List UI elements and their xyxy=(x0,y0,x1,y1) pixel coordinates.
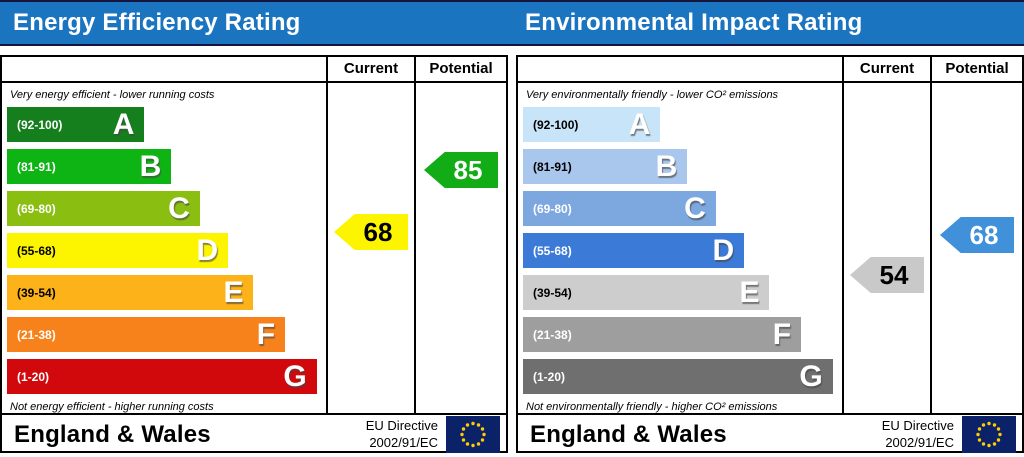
band-letter: D xyxy=(196,234,219,267)
band-f: (21-38) F xyxy=(7,317,286,352)
potential-column-header: Potential xyxy=(930,57,1022,83)
band-a: (92-100) A xyxy=(7,107,145,142)
band-row-e: (39-54) E xyxy=(7,275,323,310)
band-row-f: (21-38) F xyxy=(7,317,323,352)
band-range: (81-91) xyxy=(533,159,572,174)
band-letter: F xyxy=(772,318,792,351)
eu-directive-line2: 2002/91/EC xyxy=(369,434,438,450)
band-range: (1-20) xyxy=(17,369,50,384)
band-range: (69-80) xyxy=(533,201,572,216)
band-letter: G xyxy=(283,360,307,393)
title-band: Energy Efficiency Rating Environmental I… xyxy=(0,0,1024,46)
band-b: (81-91) B xyxy=(7,149,172,184)
band-letter: E xyxy=(223,276,244,309)
band-range: (55-68) xyxy=(533,243,572,258)
energy-efficiency-panel: Current Potential Very energy efficient … xyxy=(0,55,508,453)
band-row-b: (81-91) B xyxy=(7,149,323,184)
band-row-a: (92-100) A xyxy=(523,107,839,142)
band-d: (55-68) D xyxy=(7,233,229,268)
region-label: England & Wales xyxy=(530,420,727,448)
band-e: (39-54) E xyxy=(523,275,770,310)
current-column-header: Current xyxy=(842,57,930,83)
band-range: (39-54) xyxy=(17,285,56,300)
top-note: Very energy efficient - lower running co… xyxy=(10,89,215,101)
header-spacer xyxy=(518,57,842,83)
band-g: (1-20) G xyxy=(7,359,317,394)
band-letter: G xyxy=(799,360,823,393)
eu-directive-label: EU Directive 2002/91/EC xyxy=(366,418,438,452)
band-row-f: (21-38) F xyxy=(523,317,839,352)
region-label: England & Wales xyxy=(14,420,211,448)
rating-panels: Current Potential Very energy efficient … xyxy=(0,55,1024,453)
eu-directive-label: EU Directive 2002/91/EC xyxy=(882,418,954,452)
band-row-a: (92-100) A xyxy=(7,107,323,142)
eu-directive-line1: EU Directive xyxy=(365,417,438,433)
environmental-rating-scale: Very environmentally friendly - lower CO… xyxy=(518,83,842,413)
band-row-d: (55-68) D xyxy=(523,233,839,268)
eu-flag-icon xyxy=(446,416,500,453)
band-letter: B xyxy=(139,150,162,183)
band-row-g: (1-20) G xyxy=(7,359,323,394)
header-spacer xyxy=(2,57,326,83)
band-g: (1-20) G xyxy=(523,359,833,394)
band-d: (55-68) D xyxy=(523,233,745,268)
current-value-cell: 68 xyxy=(326,83,414,413)
band-range: (69-80) xyxy=(17,201,56,216)
band-letter: D xyxy=(712,234,735,267)
band-row-d: (55-68) D xyxy=(7,233,323,268)
band-row-b: (81-91) B xyxy=(523,149,839,184)
potential-column-header: Potential xyxy=(414,57,506,83)
current-rating-value: 68 xyxy=(363,216,393,247)
band-row-g: (1-20) G xyxy=(523,359,839,394)
band-a: (92-100) A xyxy=(523,107,661,142)
potential-value-cell: 85 xyxy=(414,83,506,413)
panel-footer: England & Wales EU Directive 2002/91/EC xyxy=(518,413,1022,454)
panel-footer: England & Wales EU Directive 2002/91/EC xyxy=(2,413,506,454)
band-e: (39-54) E xyxy=(7,275,254,310)
potential-rating-arrow: 85 xyxy=(424,152,498,188)
current-value-cell: 54 xyxy=(842,83,930,413)
band-b: (81-91) B xyxy=(523,149,688,184)
eu-directive-line1: EU Directive xyxy=(881,417,954,433)
band-row-c: (69-80) C xyxy=(523,191,839,226)
environmental-impact-title: Environmental Impact Rating xyxy=(525,9,863,36)
band-letter: A xyxy=(112,108,135,141)
band-range: (81-91) xyxy=(17,159,56,174)
current-column-header: Current xyxy=(326,57,414,83)
band-range: (92-100) xyxy=(533,117,579,132)
current-rating-value: 54 xyxy=(879,259,909,290)
bottom-note: Not environmentally friendly - higher CO… xyxy=(526,401,778,413)
potential-rating-arrow: 68 xyxy=(940,217,1014,253)
current-rating-arrow: 68 xyxy=(334,214,408,250)
band-c: (69-80) C xyxy=(7,191,200,226)
band-range: (55-68) xyxy=(17,243,56,258)
potential-value-cell: 68 xyxy=(930,83,1022,413)
band-c: (69-80) C xyxy=(523,191,716,226)
band-row-c: (69-80) C xyxy=(7,191,323,226)
band-range: (21-38) xyxy=(533,327,572,342)
current-rating-arrow: 54 xyxy=(850,257,924,293)
energy-rating-scale: Very energy efficient - lower running co… xyxy=(2,83,326,413)
band-letter: F xyxy=(256,318,276,351)
band-range: (21-38) xyxy=(17,327,56,342)
band-range: (92-100) xyxy=(17,117,63,132)
band-range: (1-20) xyxy=(533,369,566,384)
band-range: (39-54) xyxy=(533,285,572,300)
potential-rating-value: 68 xyxy=(969,219,999,250)
band-letter: C xyxy=(684,192,706,225)
potential-rating-value: 85 xyxy=(453,154,483,185)
environmental-impact-panel: Current Potential Very environmentally f… xyxy=(516,55,1024,453)
eu-flag-icon xyxy=(962,416,1016,453)
band-f: (21-38) F xyxy=(523,317,802,352)
band-letter: E xyxy=(739,276,760,309)
energy-efficiency-title: Energy Efficiency Rating xyxy=(13,9,301,36)
band-row-e: (39-54) E xyxy=(523,275,839,310)
eu-directive-line2: 2002/91/EC xyxy=(885,434,954,450)
top-note: Very environmentally friendly - lower CO… xyxy=(526,89,779,101)
band-letter: A xyxy=(628,108,651,141)
band-letter: B xyxy=(655,150,678,183)
bottom-note: Not energy efficient - higher running co… xyxy=(10,401,214,413)
band-letter: C xyxy=(168,192,190,225)
